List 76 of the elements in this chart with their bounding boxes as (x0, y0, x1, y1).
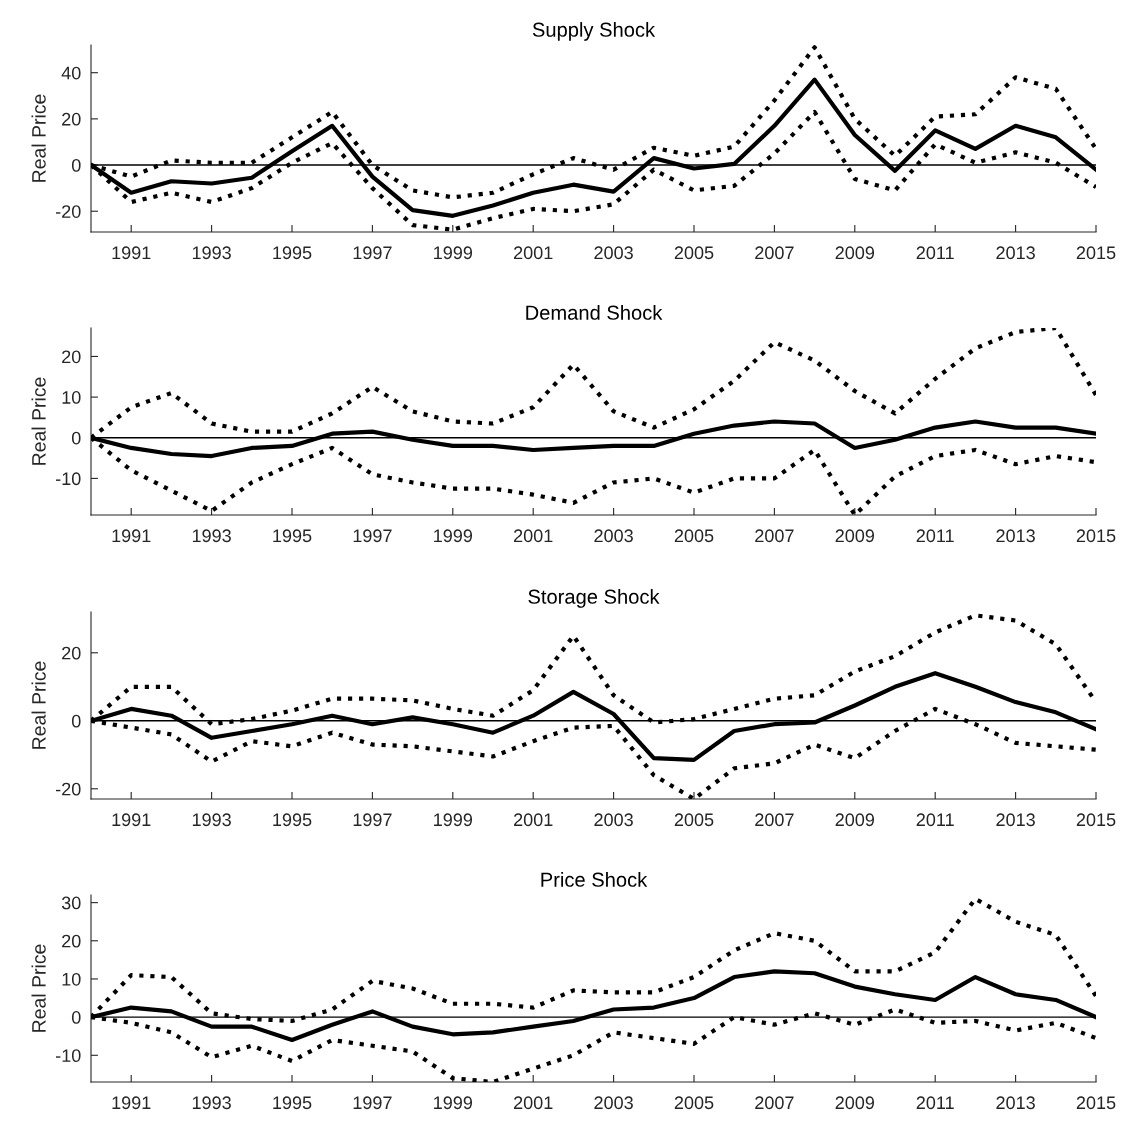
x-tick-label: 2009 (835, 1096, 875, 1110)
y-tick-label: 0 (71, 158, 81, 172)
x-tick-label: 2013 (996, 529, 1035, 543)
x-tick-label: 2005 (674, 1096, 714, 1110)
x-tick-label: 1991 (112, 813, 151, 827)
x-tick-label: 2011 (916, 813, 954, 827)
y-axis-title: Real Price (31, 94, 46, 182)
x-tick-label: 2015 (1076, 813, 1116, 827)
x-tick-label: 2001 (514, 246, 553, 260)
x-tick-label: 1993 (192, 246, 231, 260)
x-tick-label: 2005 (674, 246, 714, 260)
x-tick-label: 1997 (353, 246, 392, 260)
x-tick-label: 2003 (594, 529, 633, 543)
x-tick-label: 2011 (916, 246, 954, 260)
x-tick-label: 2013 (996, 1096, 1035, 1110)
x-tick-label: 2015 (1076, 529, 1116, 543)
y-tick-label: 10 (62, 391, 81, 404)
x-tick-label: 1991 (112, 246, 151, 260)
x-tick-label: 1999 (434, 1096, 473, 1110)
y-axis-title: Real Price (31, 661, 46, 749)
x-tick-label: 1997 (353, 529, 392, 543)
x-tick-label: 1991 (112, 529, 151, 543)
x-tick-label: 1999 (434, 813, 473, 827)
x-tick-label: 2013 (996, 813, 1035, 827)
chart-title: Storage Shock (528, 589, 660, 608)
x-tick-label: 1995 (273, 529, 312, 543)
y-tick-label: 10 (62, 972, 81, 986)
x-tick-label: 2001 (514, 529, 553, 543)
x-tick-label: 2001 (514, 813, 553, 827)
x-tick-label: 2011 (916, 529, 954, 543)
x-tick-label: 2001 (514, 1096, 553, 1110)
y-tick-label: -10 (55, 472, 81, 486)
x-tick-label: 1997 (353, 1096, 392, 1110)
y-tick-label: 0 (71, 431, 81, 445)
x-tick-label: 2015 (1076, 246, 1116, 260)
chart-title: Price Shock (541, 872, 648, 887)
x-tick-label: 2003 (594, 813, 633, 827)
x-tick-label: 1995 (273, 1096, 312, 1110)
y-tick-label: 20 (62, 646, 81, 660)
chart-title: Supply Shock (532, 22, 656, 41)
y-tick-label: 0 (71, 1011, 81, 1024)
y-tick-label: 0 (71, 714, 81, 728)
y-tick-label: 30 (61, 896, 81, 910)
x-tick-label: 1991 (112, 1096, 151, 1110)
x-tick-label: 1993 (192, 1096, 231, 1110)
x-tick-label: 2003 (594, 1096, 633, 1110)
x-tick-label: 2007 (755, 1096, 794, 1110)
y-tick-label: 20 (62, 112, 81, 126)
x-tick-label: 2015 (1076, 1096, 1116, 1110)
x-tick-label: 1993 (192, 529, 231, 543)
x-tick-label: 1995 (273, 246, 312, 260)
y-axis-title: Real Price (31, 944, 46, 1032)
x-tick-label: 2011 (916, 1096, 954, 1110)
x-tick-label: 2009 (835, 529, 875, 543)
x-tick-label: 2005 (674, 813, 714, 827)
x-tick-label: 2007 (755, 529, 794, 543)
x-tick-label: 1999 (434, 529, 473, 543)
y-axis-title: Real Price (31, 377, 46, 465)
x-tick-label: 1993 (192, 813, 231, 827)
x-tick-label: 1997 (353, 813, 392, 827)
y-tick-label: 20 (62, 934, 81, 948)
y-tick-label: -20 (55, 205, 81, 218)
y-tick-label: 20 (62, 350, 81, 364)
x-tick-label: 2009 (835, 813, 875, 827)
x-tick-label: 2005 (674, 529, 714, 543)
chart-title: Demand Shock (526, 305, 663, 320)
x-tick-label: 1995 (273, 813, 312, 827)
x-tick-label: 2003 (594, 246, 633, 260)
x-tick-label: 2013 (996, 246, 1035, 260)
x-tick-label: 2007 (755, 813, 794, 827)
y-tick-label: 40 (61, 66, 81, 80)
x-tick-label: 1999 (434, 246, 473, 260)
x-tick-label: 2009 (835, 246, 875, 260)
y-tick-label: -10 (55, 1049, 81, 1063)
x-tick-label: 2007 (755, 246, 794, 260)
y-tick-label: -20 (55, 782, 81, 796)
